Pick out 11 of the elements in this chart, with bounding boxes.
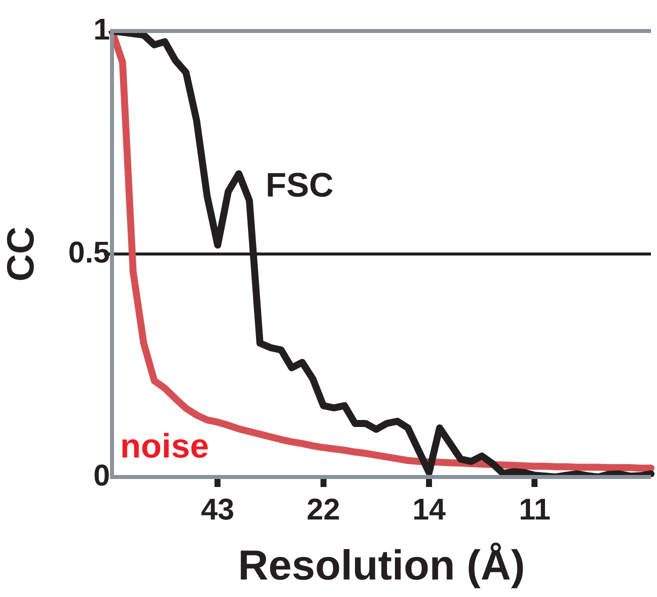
x-axis-title: Resolution (Å) [238,541,525,588]
x-tick-label: 14 [412,493,446,526]
x-tick-label: 11 [518,493,551,526]
x-tick-label: 43 [201,493,234,526]
y-tick-label: 0.5 [68,236,110,270]
y-tick-label: 0 [93,459,110,492]
y-tick-label: 1 [93,13,110,46]
x-tick-label: 22 [306,493,340,526]
series-label: FSC [266,166,334,204]
y-axis-title: CC [0,226,42,282]
series-label: noise [120,427,209,466]
